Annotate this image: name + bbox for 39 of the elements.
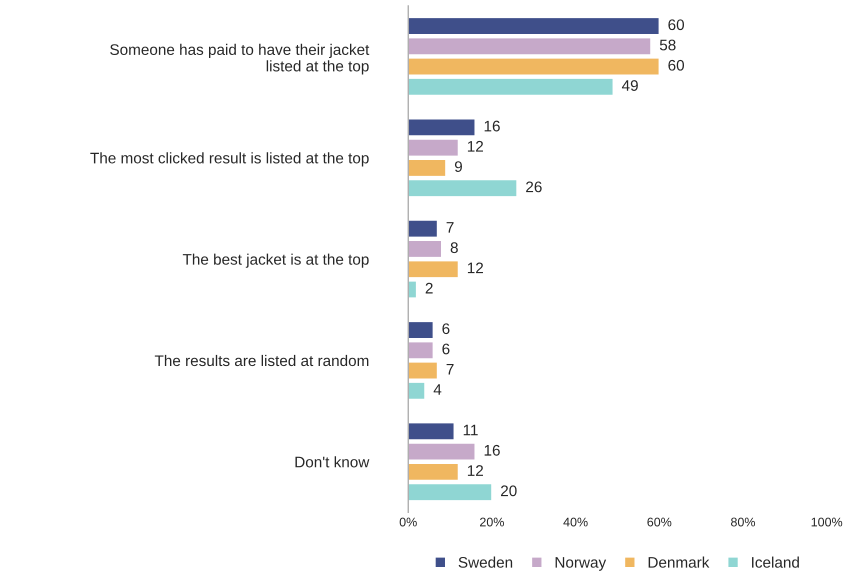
bar	[408, 118, 476, 137]
data-label: 6	[442, 344, 450, 354]
data-label: 26	[526, 181, 542, 192]
data-label: 8	[450, 242, 458, 254]
data-label: 12	[468, 140, 483, 152]
data-label: 16	[484, 120, 500, 132]
bar	[408, 482, 493, 502]
x-tick-label: 100%	[812, 518, 842, 526]
data-label: 49	[622, 80, 638, 91]
legend-label: Denmark	[648, 556, 710, 568]
legend-label: Sweden	[458, 556, 512, 568]
x-tick-label: 0%	[400, 518, 417, 526]
data-label: 7	[446, 364, 454, 375]
y-tick-label: Someone has paid to have their jacket listed at the top	[110, 44, 370, 74]
data-label: 7	[446, 222, 454, 233]
data-label: 20	[501, 485, 517, 496]
legend-label: Norway	[556, 557, 606, 571]
x-tick-label: 40%	[563, 518, 588, 526]
data-label: 16	[484, 444, 500, 456]
data-label: 58	[660, 40, 676, 50]
data-label: 60	[668, 60, 684, 71]
y-tick-label: The results are listed at random	[154, 354, 368, 366]
x-tick-label: 20%	[480, 518, 504, 526]
y-tick-label: Don't know	[295, 456, 370, 468]
data-label: 12	[468, 465, 483, 476]
legend-label: Iceland	[752, 556, 799, 568]
data-label: 4	[434, 384, 442, 395]
y-tick-label: The best jacket is at the top	[182, 254, 369, 268]
x-tick-label: 80%	[731, 518, 756, 526]
data-label: 11	[464, 424, 478, 436]
data-label: 6	[442, 323, 450, 334]
x-tick-label: 60%	[647, 518, 672, 526]
data-label: 9	[454, 161, 462, 172]
data-label: 12	[468, 262, 483, 274]
y-tick-label: The most clicked result is listed at the top	[90, 152, 369, 166]
data-label: 60	[668, 19, 684, 30]
data-label: 2	[426, 282, 433, 294]
bar	[408, 178, 518, 198]
bar	[408, 422, 455, 441]
